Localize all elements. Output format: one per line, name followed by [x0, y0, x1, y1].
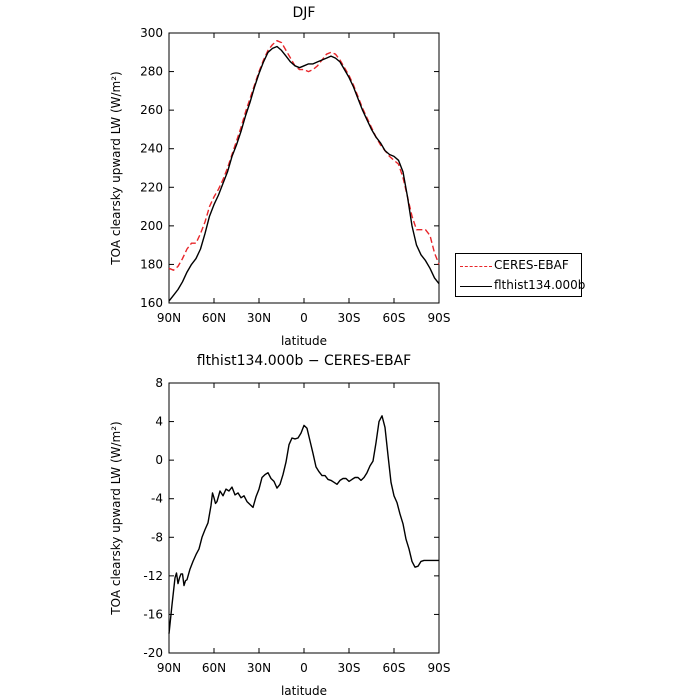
x-tick-label: 90N: [157, 661, 181, 675]
x-tick-label: 60N: [202, 661, 226, 675]
x-tick-label: 30N: [247, 311, 271, 325]
x-tick-label: 30S: [338, 661, 361, 675]
legend-item-model: flthist134.000b: [456, 276, 585, 296]
y-tick-label: 300: [140, 26, 163, 40]
y-tick-label: -16: [143, 607, 163, 621]
series-line-1-0: [168, 415, 439, 634]
x-tick-label: 90S: [428, 311, 451, 325]
y-tick-label: 280: [140, 65, 163, 79]
legend-label-ceres: CERES-EBAF: [494, 258, 569, 272]
y-tick-label: -8: [151, 530, 163, 544]
x-axis-label-bottom: latitude: [281, 684, 327, 698]
y-tick-label: 240: [140, 142, 163, 156]
x-tick-label: 60N: [202, 311, 226, 325]
ticks-bottom: -20 -16 -12 -8 -4 0 4 8 90N 60N 30N 0 30S 60S 90S: [143, 376, 450, 675]
series-line-0-1: [168, 45, 440, 302]
x-axis-label-top: latitude: [281, 334, 327, 348]
y-tick-label: -4: [151, 492, 163, 506]
legend-swatch-ceres: [460, 266, 492, 267]
x-tick-label: 0: [300, 311, 308, 325]
x-tick-label: 90S: [428, 661, 451, 675]
legend-swatch-model: [460, 286, 492, 287]
y-tick-label: -12: [143, 569, 163, 583]
y-tick-label: -20: [143, 646, 163, 660]
legend: CERES-EBAF flthist134.000b: [455, 253, 585, 297]
x-tick-label: 90N: [157, 311, 181, 325]
y-tick-label: 4: [155, 415, 163, 429]
x-tick-label: 30N: [247, 661, 271, 675]
chart-title-top: DJF: [293, 5, 316, 21]
y-tick-label: 180: [140, 257, 163, 271]
x-tick-label: 60S: [383, 311, 406, 325]
y-tick-label: 160: [140, 296, 163, 310]
chart-top: DJF 160 180 200 220 240 260 280 300 90N 60N 30N 0 30…: [109, 5, 450, 348]
x-tick-label: 60S: [383, 661, 406, 675]
legend-item-ceres: CERES-EBAF: [456, 256, 581, 276]
x-tick-label: 30S: [338, 311, 361, 325]
y-axis-label-top: TOA clearsky upward LW (W/m²): [109, 71, 123, 265]
y-tick-label: 0: [155, 453, 163, 467]
y-tick-label: 220: [140, 180, 163, 194]
ticks-top: 160 180 200 220 240 260 280 300 90N 60N 30N 0 30S 60S…: [140, 26, 450, 325]
legend-label-model: flthist134.000b: [494, 278, 586, 292]
chart-bottom: flthist134.000b − CERES-EBAF -20 -16 -12 -8…: [109, 353, 450, 698]
y-axis-label-bottom: TOA clearsky upward LW (W/m²): [109, 421, 123, 615]
series-bottom: [168, 415, 439, 634]
y-tick-label: 200: [140, 219, 163, 233]
series-top: [168, 40, 440, 302]
y-tick-label: 8: [155, 376, 163, 390]
y-tick-label: 260: [140, 103, 163, 117]
chart-title-bottom: flthist134.000b − CERES-EBAF: [197, 353, 411, 369]
x-tick-label: 0: [300, 661, 308, 675]
plot-frame-top: [168, 32, 440, 304]
series-line-0-0: [168, 40, 440, 271]
